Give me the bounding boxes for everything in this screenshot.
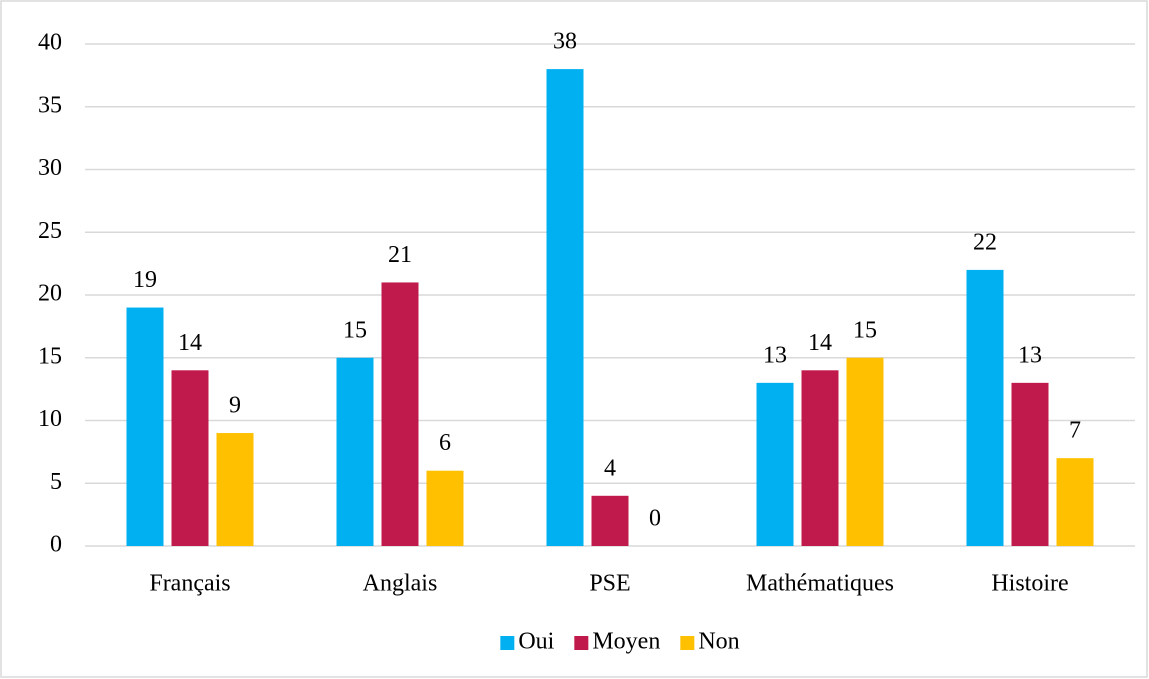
x-tick-label: Anglais: [363, 571, 438, 597]
legend-label: Moyen: [592, 629, 660, 655]
bar: [546, 69, 584, 546]
x-tick-label: Français: [149, 571, 230, 597]
bar: [336, 357, 374, 546]
data-label: 21: [388, 242, 412, 268]
x-tick-label: Mathématiques: [746, 571, 894, 597]
data-label: 13: [763, 342, 787, 368]
data-label: 4: [604, 455, 616, 481]
legend-swatch: [680, 636, 695, 650]
y-tick-label: 25: [38, 218, 62, 244]
y-tick-label: 0: [50, 532, 62, 558]
legend-swatch: [574, 636, 589, 650]
y-tick-label: 10: [38, 406, 62, 432]
bar: [381, 282, 419, 546]
legend-label: Oui: [518, 629, 554, 655]
y-tick-label: 40: [38, 30, 62, 56]
data-label: 13: [1018, 342, 1042, 368]
data-label: 15: [343, 317, 367, 343]
data-label: 0: [649, 506, 661, 532]
y-tick-label: 15: [38, 343, 62, 369]
data-label: 15: [853, 317, 877, 343]
y-tick-label: 35: [38, 92, 62, 118]
bar: [216, 433, 254, 546]
bar: [756, 382, 794, 546]
bar: [591, 495, 629, 546]
data-label: 14: [808, 330, 832, 356]
data-label: 14: [178, 330, 202, 356]
bar: [1056, 458, 1094, 546]
bar: [426, 470, 464, 546]
bar: [846, 357, 884, 546]
data-label: 22: [973, 229, 997, 255]
bar: [966, 269, 1004, 546]
x-tick-label: PSE: [589, 571, 630, 597]
bar: [126, 307, 164, 546]
x-tick-label: Histoire: [991, 571, 1068, 597]
data-label: 38: [553, 29, 577, 55]
data-label: 7: [1069, 418, 1081, 444]
bar: [171, 370, 209, 546]
y-tick-label: 30: [38, 155, 62, 181]
legend-label: Non: [698, 629, 739, 655]
data-label: 9: [229, 393, 241, 419]
y-tick-label: 5: [50, 469, 62, 495]
data-label: 19: [133, 267, 157, 293]
data-label: 6: [439, 430, 451, 456]
legend-swatch: [500, 636, 515, 650]
bar: [801, 370, 839, 546]
y-tick-label: 20: [38, 281, 62, 307]
bar: [1011, 382, 1049, 546]
